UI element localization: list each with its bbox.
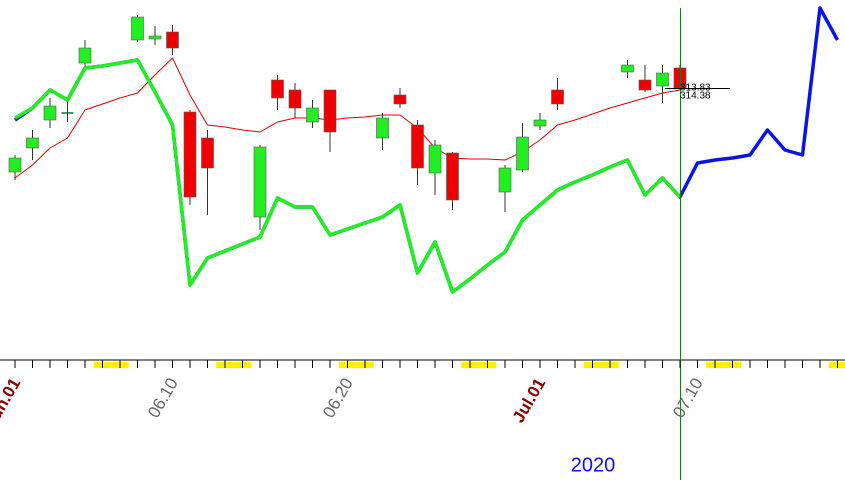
candle-body	[201, 137, 214, 169]
candle-body	[376, 117, 389, 139]
candle-body	[253, 146, 267, 218]
candle-body	[131, 16, 144, 41]
candle-body	[446, 152, 459, 201]
candle-body	[516, 136, 529, 171]
candle-body	[78, 47, 92, 64]
candle-body	[551, 89, 564, 105]
candle-body	[656, 72, 669, 87]
candle-body	[43, 105, 57, 121]
candle-body	[148, 35, 162, 40]
candle-body	[428, 144, 442, 174]
year-label: 2020	[571, 454, 616, 476]
line-series	[14, 58, 682, 294]
candle-body	[183, 111, 197, 198]
line-series	[14, 57, 681, 179]
candle-body	[166, 31, 179, 49]
candle-body	[271, 79, 284, 99]
candle-body	[323, 89, 337, 133]
candle-body	[621, 64, 634, 73]
candle-body	[393, 94, 407, 105]
candle-body	[411, 124, 424, 169]
candle-body	[533, 119, 547, 127]
candle-body	[498, 167, 512, 193]
candle-body	[26, 137, 39, 149]
candle-body	[306, 107, 319, 123]
weekend-marker	[828, 362, 845, 368]
price-label: 314.38	[680, 91, 711, 102]
plot-area	[8, 6, 840, 294]
candle-body	[8, 157, 22, 173]
price-label: 313.83	[680, 83, 711, 94]
candle-body	[638, 79, 652, 91]
candle-body	[288, 89, 302, 109]
